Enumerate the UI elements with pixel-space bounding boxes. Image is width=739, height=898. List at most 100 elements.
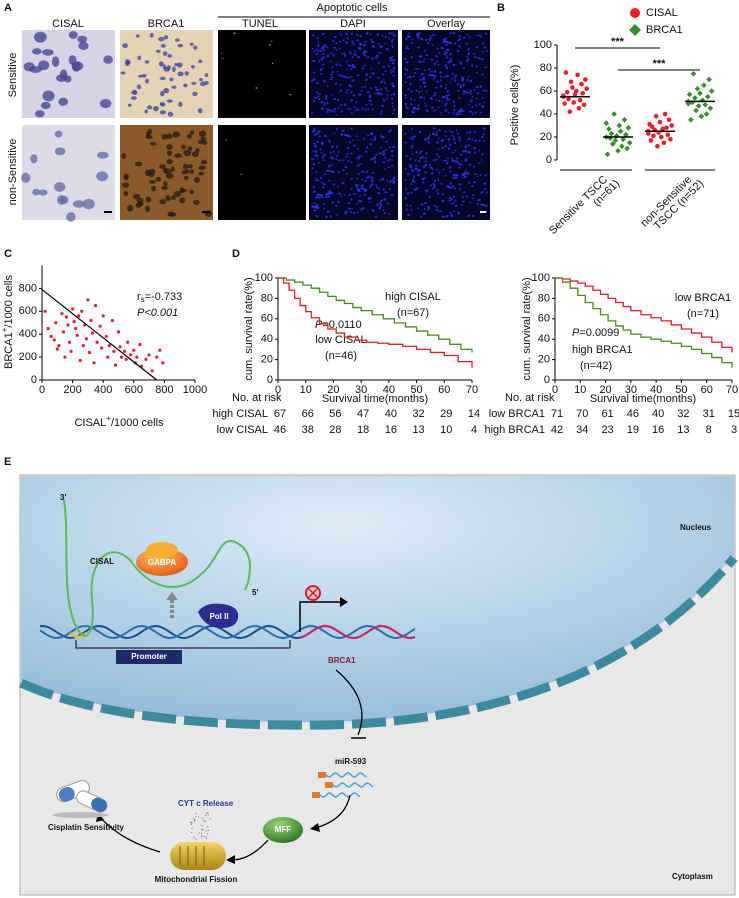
cell (271, 62, 274, 65)
tss-arrow (340, 597, 348, 607)
gabpa (146, 542, 178, 558)
cell (384, 70, 387, 72)
cell (316, 95, 320, 97)
cell (415, 150, 419, 154)
cell (313, 201, 316, 205)
cell (413, 72, 417, 74)
cell (484, 90, 488, 92)
cell (413, 99, 416, 101)
cell (349, 135, 352, 138)
cell (432, 132, 435, 135)
cell (435, 133, 439, 136)
cell (363, 137, 366, 141)
panel-label: A (4, 2, 12, 14)
cell (445, 66, 448, 69)
cell (180, 144, 187, 150)
y-tick-label: 40 (538, 333, 550, 345)
cell (318, 135, 322, 138)
cell (462, 200, 465, 203)
cell (370, 179, 374, 183)
cell (435, 98, 437, 101)
cell (373, 138, 377, 141)
cell (391, 101, 394, 105)
point (110, 318, 114, 323)
y-tick-label: 0 (544, 374, 550, 386)
cell (366, 146, 369, 149)
cell (335, 48, 338, 51)
cell (364, 40, 367, 43)
cell (356, 33, 358, 37)
cell (467, 144, 470, 147)
cell (312, 71, 316, 74)
survival-curve (278, 277, 473, 368)
risk-count: 32 (677, 408, 689, 420)
cell (465, 60, 469, 63)
spray-dot (201, 825, 203, 827)
risk-count: 46 (627, 408, 639, 420)
cell (482, 101, 485, 104)
cell (381, 136, 385, 139)
cell (366, 56, 370, 59)
cell (471, 106, 474, 109)
cell (409, 137, 412, 140)
cell (167, 111, 174, 117)
cell (322, 49, 326, 52)
cell (338, 159, 341, 162)
y-tick-label: 60 (538, 313, 550, 325)
cell (406, 192, 410, 195)
cell (326, 54, 330, 58)
spray-dot (205, 837, 208, 840)
cell (463, 175, 467, 179)
cell (336, 98, 340, 102)
risk-count: 18 (357, 424, 369, 436)
cell (482, 133, 485, 136)
dot (603, 120, 610, 127)
cell (419, 215, 422, 218)
dot (664, 125, 669, 131)
y-tick-label: 100 (532, 272, 550, 284)
cell (363, 51, 366, 54)
cell (176, 62, 183, 68)
x-axis-label: CISAL+/1000 cells (74, 414, 164, 429)
cell (457, 212, 460, 215)
cell (429, 184, 433, 187)
cell (405, 37, 408, 41)
cell (447, 60, 451, 64)
mirna-strand (319, 792, 361, 798)
cell (71, 61, 84, 71)
cell (198, 59, 203, 64)
spray-dot (209, 818, 211, 820)
cell (346, 147, 350, 150)
dot (574, 88, 579, 94)
cell (344, 133, 346, 137)
cell (466, 78, 469, 82)
cell (403, 141, 407, 144)
cell (445, 84, 447, 86)
spray-dot (203, 820, 205, 822)
cell (312, 99, 315, 103)
point (75, 333, 79, 337)
nucleus (21, 476, 734, 723)
cell (454, 176, 458, 180)
cell (240, 173, 242, 176)
cell (388, 158, 391, 161)
cell (461, 176, 464, 179)
legend-marker (630, 8, 640, 18)
cell (144, 109, 148, 114)
point (119, 355, 124, 359)
cell (451, 159, 455, 162)
cell (356, 74, 360, 77)
cell (392, 93, 396, 96)
cell (164, 168, 172, 175)
spray-dot (191, 822, 193, 824)
cell (431, 43, 434, 46)
cell (465, 195, 468, 198)
cell (335, 127, 338, 131)
label: Pol II (209, 612, 228, 621)
y-tick-label: 100 (534, 39, 552, 51)
cell (469, 90, 473, 93)
cell (322, 159, 325, 162)
cell (465, 42, 468, 45)
cell (355, 184, 359, 187)
cell (325, 46, 329, 48)
